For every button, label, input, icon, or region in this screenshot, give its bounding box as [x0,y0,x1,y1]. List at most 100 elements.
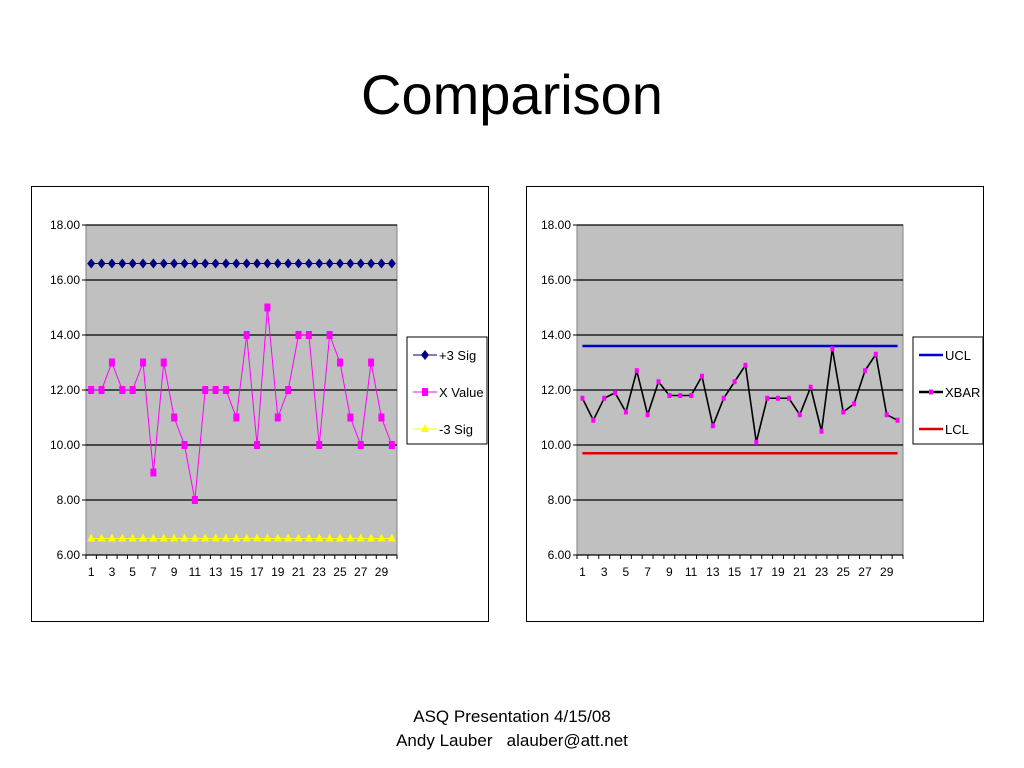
left-chart-legend-marker [421,350,429,360]
right-chart-x-tick-label: 3 [601,565,608,579]
left-chart-data-point [211,533,220,542]
left-chart-data-point [368,358,375,367]
left-chart-data-point [221,258,230,269]
left-chart-data-point [190,258,199,269]
right-chart-y-tick-label: 16.00 [541,273,571,287]
left-chart-data-point [315,533,324,542]
left-chart-y-tick-label: 8.00 [57,493,81,507]
left-chart-data-point [243,331,250,339]
left-chart-x-tick-label: 3 [109,565,116,579]
left-chart-data-point [98,386,105,394]
left-chart-data-point [264,303,271,312]
right-chart-data-point [732,379,737,385]
left-chart-data-point [180,533,189,542]
right-chart-data-point [721,395,726,401]
left-chart-data-point [388,441,395,449]
left-chart-data-point [336,358,343,367]
right-chart-data-point [884,412,889,418]
left-chart-x-tick-label: 29 [375,565,389,579]
left-chart-y-tick-label: 16.00 [50,273,80,287]
left-chart-data-point [150,468,157,477]
left-chart-data-point [87,258,96,269]
left-chart-data-point [149,258,158,269]
right-chart-data-point [819,428,824,434]
right-chart-legend-entry: LCL [919,422,969,437]
right-chart-data-point [841,409,846,415]
left-chart-data-point [367,258,376,269]
right-chart-data-point [667,393,672,398]
right-chart-data-point [862,368,867,374]
left-chart-data-point [285,386,292,394]
right-chart-x-tick-label: 23 [815,565,829,579]
right-chart-x-tick-label: 15 [728,565,742,579]
left-chart-data-point [347,413,354,422]
left-chart-data-point [335,533,344,542]
chart-right: 6.00 8.00 10.00 12.00 14.00 16.00 18.00 1 3 5 7 9 11… [526,186,984,622]
right-chart-x-tick-label: 13 [706,565,720,579]
left-chart-data-point [139,258,148,269]
left-chart-legend-marker [421,424,429,432]
left-chart-data-point [232,533,241,542]
left-chart-y-tick-label: 12.00 [50,383,80,397]
right-chart-y-tick-label: 12.00 [541,383,571,397]
right-chart-legend-label: XBAR [945,385,980,400]
right-chart-legend-entry: UCL [919,348,971,363]
left-chart-data-point [274,413,281,422]
right-chart-data-point [634,368,639,374]
right-chart-data-point [797,412,802,418]
left-chart-x-tick-label: 7 [150,565,157,579]
left-chart-data-point [315,258,324,269]
right-chart-data-point [776,395,781,401]
left-chart-data-point [107,533,116,542]
left-chart-data-point [191,496,198,504]
left-chart-data-point [284,258,293,269]
left-chart-x-tick-label: 11 [189,565,202,579]
left-chart-data-point [139,533,148,542]
left-chart-data-point [378,413,385,422]
footer-line-2: Andy Lauber alauber@att.net [396,731,628,750]
right-chart-y-tick-label: 10.00 [541,438,571,452]
right-chart-data-point [743,362,748,368]
right-chart-legend-marker [929,389,933,395]
right-chart-data-point [678,393,683,398]
left-chart-data-point [129,386,136,394]
right-chart-x-tick-label: 25 [837,565,851,579]
left-chart-x-tick-label: 27 [354,565,368,579]
left-chart-data-point [304,533,313,542]
left-chart-data-point [97,258,106,269]
right-chart-data-point [765,395,770,401]
left-chart-x-tick-label: 1 [88,565,95,579]
right-chart-legend-label: LCL [945,422,969,437]
left-chart-y-tick-label: 10.00 [50,438,80,452]
left-chart-data-point [387,533,396,542]
right-chart-x-tick-label: 9 [666,565,673,579]
right-chart-x-tick-label: 17 [750,565,764,579]
left-chart-x-tick-label: 5 [129,565,136,579]
right-chart-x-tick-label: 7 [644,565,651,579]
left-chart-x-tick-label: 23 [313,565,327,579]
left-chart-series-0 [87,258,396,269]
left-chart-data-point [170,258,179,269]
right-chart-data-point [645,412,650,418]
left-chart-data-point [356,533,365,542]
left-chart-data-point [107,258,116,269]
left-chart-data-point [367,533,376,542]
left-chart-data-point [87,533,96,542]
right-chart-data-point [873,351,878,357]
left-chart-data-point [263,533,272,542]
chart-left: 6.00 8.00 10.00 12.00 14.00 16.00 18.00 1 3 5 7 9 11… [31,186,489,622]
right-chart-x-tick-label: 21 [793,565,807,579]
left-chart-data-point [273,533,282,542]
right-chart-x-tick-label: 29 [880,565,894,579]
right-chart-y-tick-label: 14.00 [541,328,571,342]
left-chart-data-point [335,258,344,269]
left-chart-x-tick-label: 17 [250,565,264,579]
left-chart-data-point [180,258,189,269]
footer-line-1: ASQ Presentation 4/15/08 [413,707,611,726]
left-chart-data-point [108,358,115,367]
right-chart-data-point [591,417,596,423]
left-chart-data-point [357,441,364,449]
left-chart-data-point [181,441,188,449]
left-chart-x-tick-label: 13 [209,565,223,579]
left-chart-data-point [170,533,179,542]
